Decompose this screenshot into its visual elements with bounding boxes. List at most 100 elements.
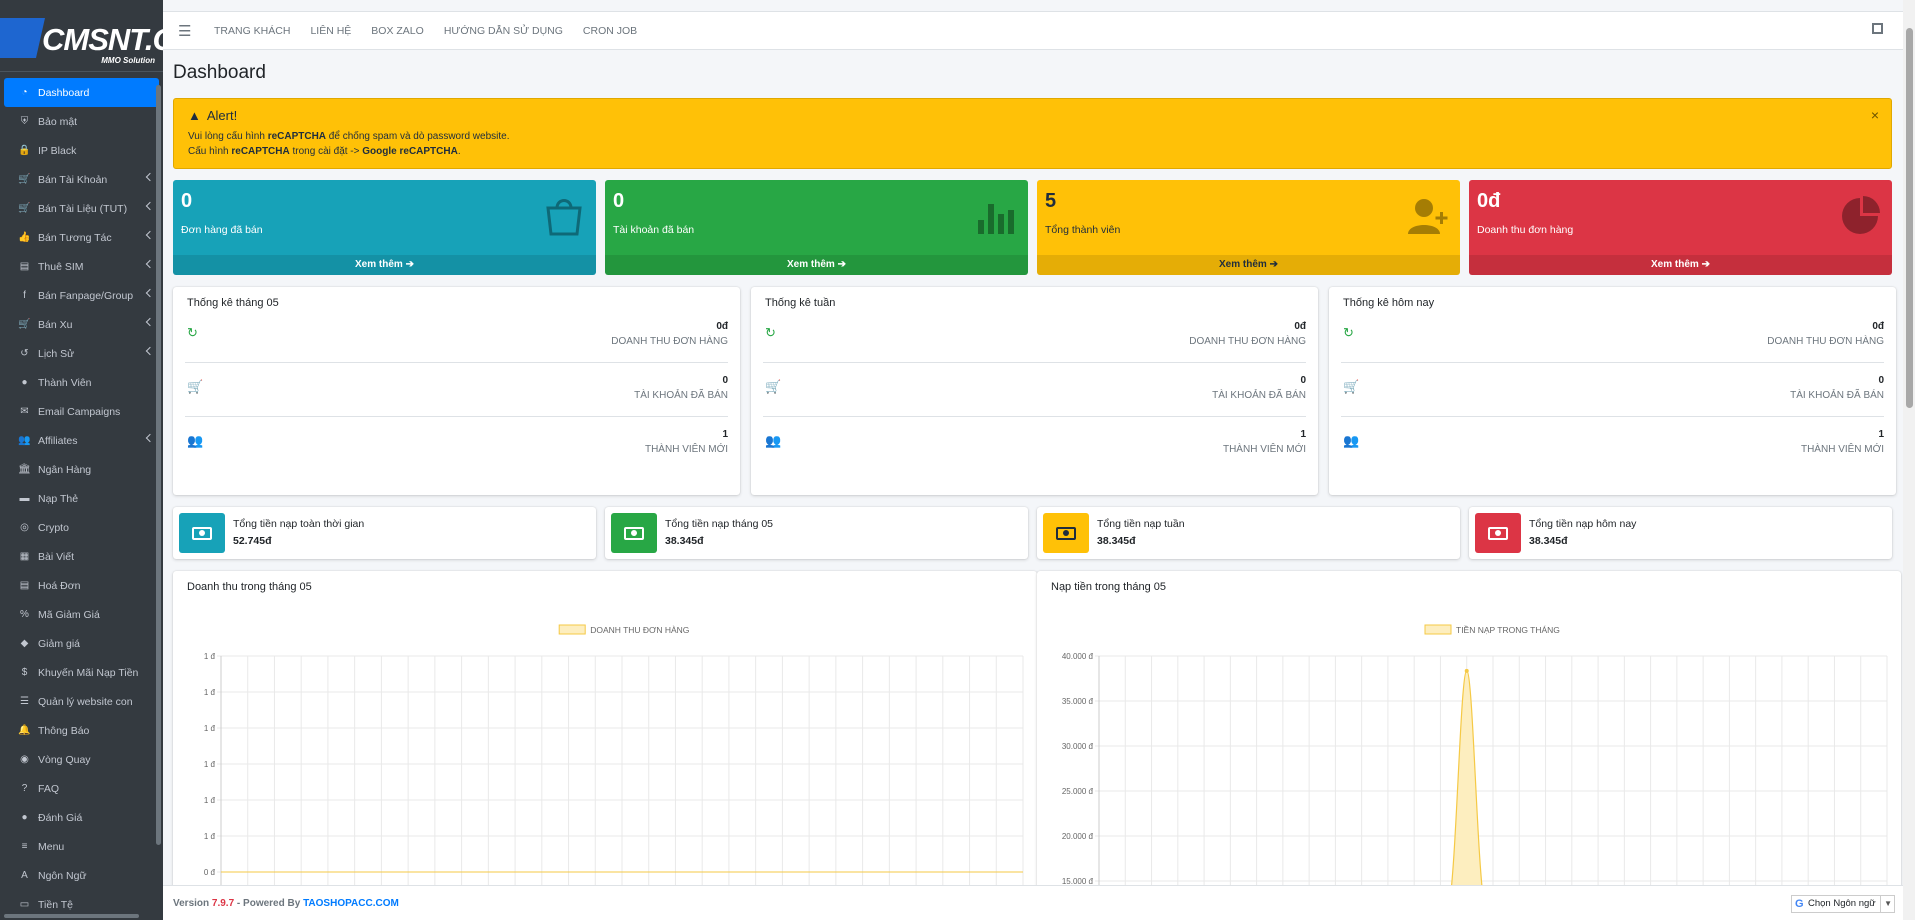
chevron-left-icon[interactable]	[145, 346, 155, 356]
sidebar-item-2[interactable]: 🔒 IP Black	[4, 136, 159, 165]
money-bill-icon	[1043, 513, 1089, 553]
footer-version: Version 7.9.7 - Powered By TAOSHOPACC.CO…	[173, 898, 399, 909]
users-icon: 👥	[1343, 433, 1360, 448]
y-tick-label: 40.000 đ	[1062, 652, 1094, 661]
stats-row: 👥 1 THÀNH VIÊN MỚI	[763, 417, 1306, 471]
sidebar-item-6[interactable]: ▤ Thuê SIM	[4, 252, 159, 281]
box-more-link[interactable]: Xem thêm ➔	[1469, 255, 1892, 275]
chevron-left-icon[interactable]	[145, 317, 155, 327]
arrow-circle-right-icon: ➔	[837, 259, 846, 270]
sidebar-item-25[interactable]: ● Đánh Giá	[4, 803, 159, 832]
sidebar-item-label: Thành Viên	[38, 376, 92, 389]
sidebar-item-9[interactable]: ↺ Lịch Sử	[4, 339, 159, 368]
stats-label: DOANH THU ĐƠN HÀNG	[1767, 336, 1884, 347]
nav-link-huong-dan[interactable]: HƯỚNG DẪN SỬ DỤNG	[443, 24, 563, 37]
y-tick-label: 30.000 đ	[1062, 742, 1094, 751]
arrow-circle-right-icon: ➔	[405, 259, 414, 270]
sidebar-item-13[interactable]: 🏛 Ngân Hàng	[4, 455, 159, 484]
stats-label: THÀNH VIÊN MỚI	[644, 444, 728, 455]
user-icon: ●	[21, 377, 28, 388]
stats-value: 0	[1300, 375, 1306, 386]
footer-brand-link[interactable]: TAOSHOPACC.COM	[303, 898, 399, 909]
sidebar-item-27[interactable]: A Ngôn Ngữ	[4, 861, 159, 890]
page-scrollbar[interactable]	[1903, 0, 1915, 920]
stats-row: 🛒 0 TÀI KHOẢN ĐÃ BÁN	[185, 363, 728, 417]
refresh-icon: ↻	[765, 325, 776, 340]
info-box-value: 52.745đ	[233, 535, 272, 547]
chevron-left-icon[interactable]	[145, 230, 155, 240]
sidebar-item-label: Bán Tài Khoản	[38, 173, 108, 186]
sidebar-item-7[interactable]: f Bán Fanpage/Group	[4, 281, 159, 310]
info-box-2: Tổng tiền nạp tuần 38.345đ	[1037, 507, 1460, 559]
language-select[interactable]: G Chọn Ngôn ngữ ▼	[1791, 895, 1895, 913]
sidebar-item-28[interactable]: ▭ Tiền Tệ	[4, 890, 159, 919]
sidebar-item-22[interactable]: 🔔 Thông Báo	[4, 716, 159, 745]
stats-value: 0đ	[1872, 321, 1884, 332]
box-more-link[interactable]: Xem thêm ➔	[605, 255, 1028, 275]
legend-swatch	[558, 624, 586, 635]
info-box-3: Tổng tiền nạp hôm nay 38.345đ	[1469, 507, 1892, 559]
shopping-bag-icon	[546, 199, 582, 236]
chevron-left-icon[interactable]	[145, 288, 155, 298]
alert-close-button[interactable]: ×	[1870, 107, 1879, 123]
nav-link-lien-he[interactable]: LIÊN HỆ	[310, 24, 352, 37]
sidebar-item-24[interactable]: ? FAQ	[4, 774, 159, 803]
sidebar: CMSNT.CO MMO Solution ◔ Dashboard ⛨ Bảo mật…	[0, 0, 163, 920]
info-box-value: 38.345đ	[665, 535, 704, 547]
sidebar-item-label: Affiliates	[38, 434, 78, 447]
chevron-left-icon[interactable]	[145, 201, 155, 211]
nav-link-box-zalo[interactable]: BOX ZALO	[371, 24, 424, 37]
stats-row: ↻ 0đ DOANH THU ĐƠN HÀNG	[185, 309, 728, 363]
stats-row: 👥 1 THÀNH VIÊN MỚI	[185, 417, 728, 471]
sidebar-item-15[interactable]: ◎ Crypto	[4, 513, 159, 542]
tag-icon: ◆	[20, 638, 29, 649]
chevron-left-icon[interactable]	[145, 259, 155, 269]
chevron-left-icon[interactable]	[145, 172, 155, 182]
sidebar-item-1[interactable]: ⛨ Bảo mật	[4, 107, 159, 136]
page-title: Dashboard	[173, 62, 266, 83]
stats-row: ↻ 0đ DOANH THU ĐƠN HÀNG	[1341, 309, 1884, 363]
sidebar-item-0[interactable]: ◔ Dashboard	[4, 78, 159, 107]
sidebar-item-21[interactable]: ☰ Quản lý website con	[4, 687, 159, 716]
sidebar-item-26[interactable]: ≡ Menu	[4, 832, 159, 861]
sidebar-item-14[interactable]: ▬ Nạp Thẻ	[4, 484, 159, 513]
list-icon: ☰	[20, 696, 29, 707]
box-value: 5	[1045, 190, 1057, 212]
info-box-title: Tổng tiền nạp hôm nay	[1529, 518, 1637, 530]
sidebar-item-18[interactable]: % Mã Giảm Giá	[4, 600, 159, 629]
sidebar-item-4[interactable]: 🛒 Bán Tài Liệu (TUT)	[4, 194, 159, 223]
question-icon: ?	[21, 783, 28, 794]
data-point[interactable]	[1464, 668, 1469, 673]
chevron-left-icon[interactable]	[145, 433, 155, 443]
stats-value: 0	[722, 375, 728, 386]
sidebar-item-23[interactable]: ◉ Vòng Quay	[4, 745, 159, 774]
sidebar-item-11[interactable]: ✉ Email Campaigns	[4, 397, 159, 426]
fullscreen-icon[interactable]	[1872, 23, 1883, 34]
sidebar-item-20[interactable]: $ Khuyến Mãi Nạp Tiền	[4, 658, 159, 687]
stats-row: ↻ 0đ DOANH THU ĐƠN HÀNG	[763, 309, 1306, 363]
refresh-icon: ↻	[1343, 325, 1354, 340]
sidebar-item-3[interactable]: 🛒 Bán Tài Khoản	[4, 165, 159, 194]
sidebar-scrollbar[interactable]	[156, 85, 161, 845]
sidebar-item-8[interactable]: 🛒 Bán Xu	[4, 310, 159, 339]
sidebar-nav: ◔ Dashboard ⛨ Bảo mật 🔒 IP Black 🛒 Bán Tài Khoả…	[0, 72, 163, 919]
lock-icon: 🔒	[18, 145, 31, 156]
box-more-link[interactable]: Xem thêm ➔	[173, 255, 596, 275]
sidebar-item-12[interactable]: 👥 Affiliates	[4, 426, 159, 455]
small-box-orders: 0 Đơn hàng đã bán Xem thêm ➔	[173, 180, 596, 275]
sidebar-item-17[interactable]: ▤ Hoá Đơn	[4, 571, 159, 600]
box-more-link[interactable]: Xem thêm ➔	[1037, 255, 1460, 275]
sidebar-item-16[interactable]: ▦ Bài Viết	[4, 542, 159, 571]
sidebar-item-10[interactable]: ● Thành Viên	[4, 368, 159, 397]
sidebar-horizontal-scrollbar[interactable]	[4, 914, 139, 918]
gauge-icon: ◔	[21, 87, 28, 98]
nav-link-trang-khach[interactable]: TRANG KHÁCH	[214, 24, 291, 37]
shield-icon: ⛨	[20, 116, 29, 127]
stats-label: THÀNH VIÊN MỚI	[1222, 444, 1306, 455]
sidebar-item-5[interactable]: 👍 Bán Tương Tác	[4, 223, 159, 252]
hamburger-menu-icon[interactable]: ☰	[178, 22, 192, 40]
nav-link-cron-job[interactable]: CRON JOB	[582, 24, 638, 37]
logo[interactable]: CMSNT.CO MMO Solution	[0, 0, 163, 72]
sidebar-item-19[interactable]: ◆ Giảm giá	[4, 629, 159, 658]
scrollbar-thumb[interactable]	[1906, 28, 1913, 408]
